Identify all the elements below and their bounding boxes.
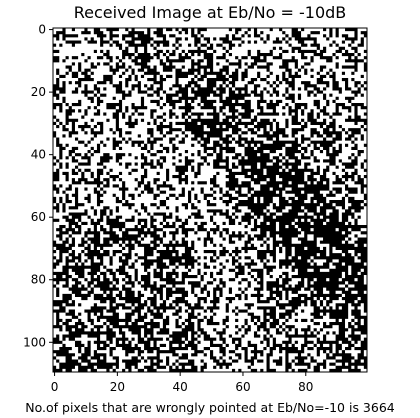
image-pixels bbox=[53, 28, 367, 372]
axes-frame bbox=[52, 27, 368, 373]
y-tick-label: 80 bbox=[31, 273, 46, 287]
x-tick-label: 60 bbox=[235, 380, 250, 394]
x-tick-label: 20 bbox=[110, 380, 125, 394]
x-axis-label: No.of pixels that are wrongly pointed at… bbox=[25, 400, 395, 415]
y-axis-ticks: 0 20 40 60 80 100 bbox=[23, 23, 53, 349]
chart-title: Received Image at Eb/No = -10dB bbox=[74, 3, 347, 22]
x-tick-label: 80 bbox=[298, 380, 313, 394]
y-tick-label: 40 bbox=[31, 148, 46, 162]
x-tick-label: 40 bbox=[173, 380, 188, 394]
x-tick-label: 0 bbox=[51, 380, 59, 394]
y-tick-label: 100 bbox=[23, 335, 46, 349]
x-axis-ticks: 0 20 40 60 80 bbox=[51, 372, 313, 394]
y-tick-label: 0 bbox=[38, 23, 46, 37]
y-tick-label: 60 bbox=[31, 210, 46, 224]
y-tick-label: 20 bbox=[31, 85, 46, 99]
dark-pixels bbox=[53, 28, 367, 372]
